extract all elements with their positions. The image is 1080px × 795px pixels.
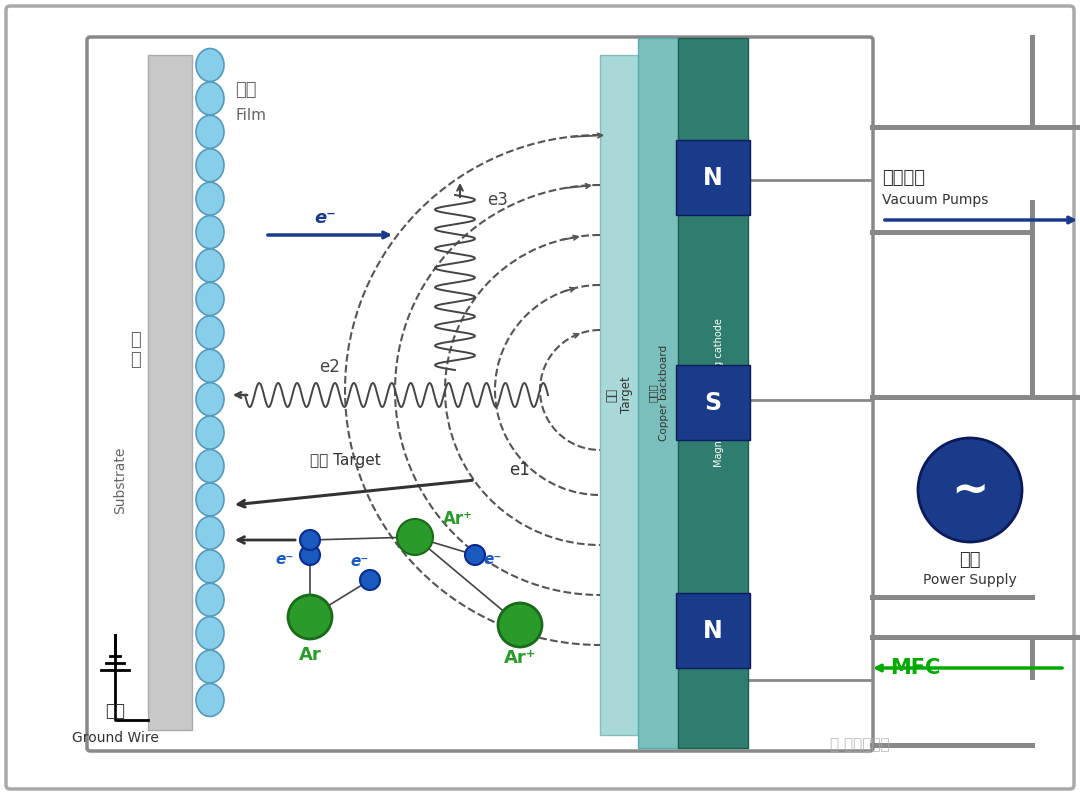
Bar	[676, 365, 750, 440]
Circle shape	[918, 438, 1022, 542]
Ellipse shape	[195, 517, 224, 549]
Bar	[148, 55, 192, 730]
Text: Ar⁺: Ar⁺	[443, 510, 473, 528]
Ellipse shape	[195, 550, 224, 583]
Bar	[676, 593, 750, 668]
Text: Ar: Ar	[299, 646, 322, 664]
Text: 靶材 Target: 靶材 Target	[310, 452, 381, 467]
Ellipse shape	[195, 449, 224, 483]
Text: e⁻: e⁻	[314, 209, 336, 227]
Text: N: N	[703, 619, 723, 642]
FancyBboxPatch shape	[87, 37, 873, 751]
Circle shape	[360, 570, 380, 590]
Circle shape	[397, 519, 433, 555]
Bar	[870, 125, 1080, 130]
Text: MFC: MFC	[890, 658, 941, 678]
Ellipse shape	[195, 584, 224, 616]
Text: S: S	[704, 390, 721, 414]
Bar	[870, 635, 1080, 640]
Text: Film: Film	[235, 107, 266, 122]
Text: 基
材: 基 材	[130, 331, 140, 370]
Text: 真空泵组: 真空泵组	[882, 169, 924, 187]
Text: e⁻: e⁻	[351, 554, 369, 569]
Text: Power Supply: Power Supply	[923, 573, 1017, 587]
Text: 靶材
Target: 靶材 Target	[605, 377, 633, 413]
Text: e⁻: e⁻	[275, 553, 294, 568]
Text: 铜背板
Copper backboard: 铜背板 Copper backboard	[647, 345, 669, 441]
Circle shape	[300, 545, 320, 565]
Text: 磁控溅射阴极
Magnetron sputtering cathode: 磁控溅射阴极 Magnetron sputtering cathode	[702, 319, 725, 467]
Circle shape	[498, 603, 542, 647]
Circle shape	[300, 530, 320, 550]
Text: Ar⁺: Ar⁺	[503, 649, 536, 667]
Text: Vacuum Pumps: Vacuum Pumps	[882, 193, 988, 207]
Ellipse shape	[195, 684, 224, 716]
Text: e3: e3	[487, 191, 508, 209]
Bar	[870, 230, 1035, 235]
FancyBboxPatch shape	[6, 6, 1074, 789]
Ellipse shape	[195, 316, 224, 349]
Bar	[1030, 35, 1035, 130]
Bar	[870, 743, 1035, 748]
Text: e⁻: e⁻	[484, 553, 502, 568]
Text: 膜层: 膜层	[235, 81, 257, 99]
Bar	[1030, 200, 1035, 400]
Bar	[678, 38, 748, 748]
Text: Ground Wire: Ground Wire	[71, 731, 159, 745]
Ellipse shape	[195, 82, 224, 115]
Bar	[870, 595, 1035, 600]
Ellipse shape	[195, 115, 224, 149]
Bar	[676, 140, 750, 215]
Ellipse shape	[195, 650, 224, 683]
Ellipse shape	[195, 483, 224, 516]
Text: 地线: 地线	[105, 702, 125, 720]
Circle shape	[465, 545, 485, 565]
Ellipse shape	[195, 282, 224, 316]
Text: 电源: 电源	[959, 551, 981, 569]
Circle shape	[288, 595, 332, 639]
Ellipse shape	[195, 149, 224, 182]
Bar	[600, 55, 638, 735]
Text: e2: e2	[320, 358, 340, 376]
Text: e1: e1	[510, 461, 530, 479]
Text: N: N	[703, 165, 723, 189]
Ellipse shape	[195, 382, 224, 416]
Bar	[638, 38, 678, 748]
Ellipse shape	[195, 249, 224, 282]
Ellipse shape	[195, 416, 224, 449]
Ellipse shape	[195, 349, 224, 382]
Bar	[1030, 638, 1035, 680]
Ellipse shape	[195, 617, 224, 650]
Ellipse shape	[195, 215, 224, 249]
Ellipse shape	[195, 48, 224, 82]
Text: ~: ~	[951, 468, 988, 511]
Bar	[870, 395, 1080, 400]
Text: 🔋 锂电产业通: 🔋 锂电产业通	[831, 738, 890, 753]
Ellipse shape	[195, 182, 224, 215]
Text: Substrate: Substrate	[113, 446, 127, 514]
